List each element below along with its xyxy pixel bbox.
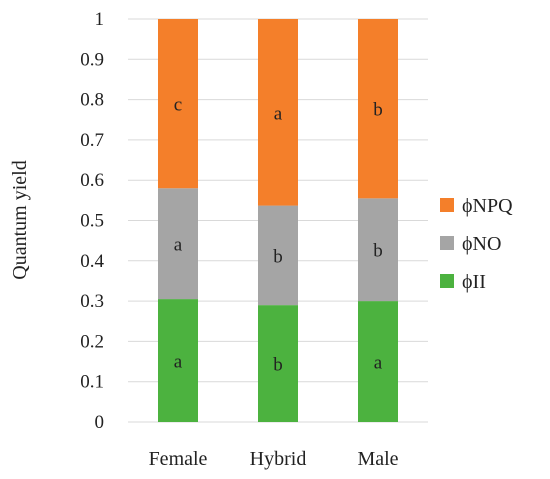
x-tick-label: Male <box>357 448 398 470</box>
legend: ϕNPQ ϕNO ϕII <box>440 195 513 293</box>
bar-segment <box>258 19 298 206</box>
bar-segment-label: b <box>373 100 383 121</box>
y-tick-label: 0.2 <box>80 331 104 352</box>
y-axis-label: Quantum yield <box>9 160 31 279</box>
y-tick-label: 0.9 <box>80 49 104 70</box>
legend-label: ϕNO <box>462 233 501 255</box>
y-tick-label: 1 <box>95 9 105 30</box>
y-tick-label: 0.4 <box>80 251 104 272</box>
bar-segment-label: c <box>174 95 182 116</box>
bar-segment <box>358 301 398 422</box>
bar-segment <box>358 198 398 302</box>
x-tick-label: Hybrid <box>250 448 307 470</box>
x-tick-label: Female <box>149 448 208 470</box>
legend-swatch <box>440 198 454 212</box>
x-axis-ticks: Female Hybrid Male <box>149 448 399 470</box>
bar-segment <box>358 19 398 199</box>
legend-label: ϕII <box>462 271 486 293</box>
legend-swatch <box>440 274 454 288</box>
y-tick-label: 0.7 <box>80 130 104 151</box>
y-tick-label: 0.1 <box>80 372 104 393</box>
bar-segment <box>158 188 198 300</box>
bar-segment <box>158 19 198 189</box>
bars: a a c b b a a b b <box>158 19 398 422</box>
bar-segment <box>158 299 198 422</box>
bar-segment-label: a <box>174 352 183 373</box>
legend-swatch <box>440 236 454 250</box>
bar-segment <box>258 205 298 306</box>
y-tick-label: 0.5 <box>80 211 104 232</box>
bar-segment-label: a <box>274 103 283 124</box>
bar-segment-label: a <box>174 235 183 256</box>
bar-segment-label: b <box>273 355 283 376</box>
bar-segment-label: a <box>374 353 383 374</box>
y-tick-label: 0 <box>95 412 105 433</box>
y-tick-label: 0.3 <box>80 291 104 312</box>
y-tick-label: 0.8 <box>80 90 104 111</box>
y-axis-ticks: 0 0.1 0.2 0.3 0.4 0.5 0.6 0.7 0.8 0.9 1 <box>80 9 104 433</box>
bar-segment <box>258 305 298 422</box>
bar-segment-label: b <box>273 246 283 267</box>
bar-segment-label: b <box>373 241 383 262</box>
legend-label: ϕNPQ <box>462 195 513 217</box>
y-tick-label: 0.6 <box>80 170 104 191</box>
